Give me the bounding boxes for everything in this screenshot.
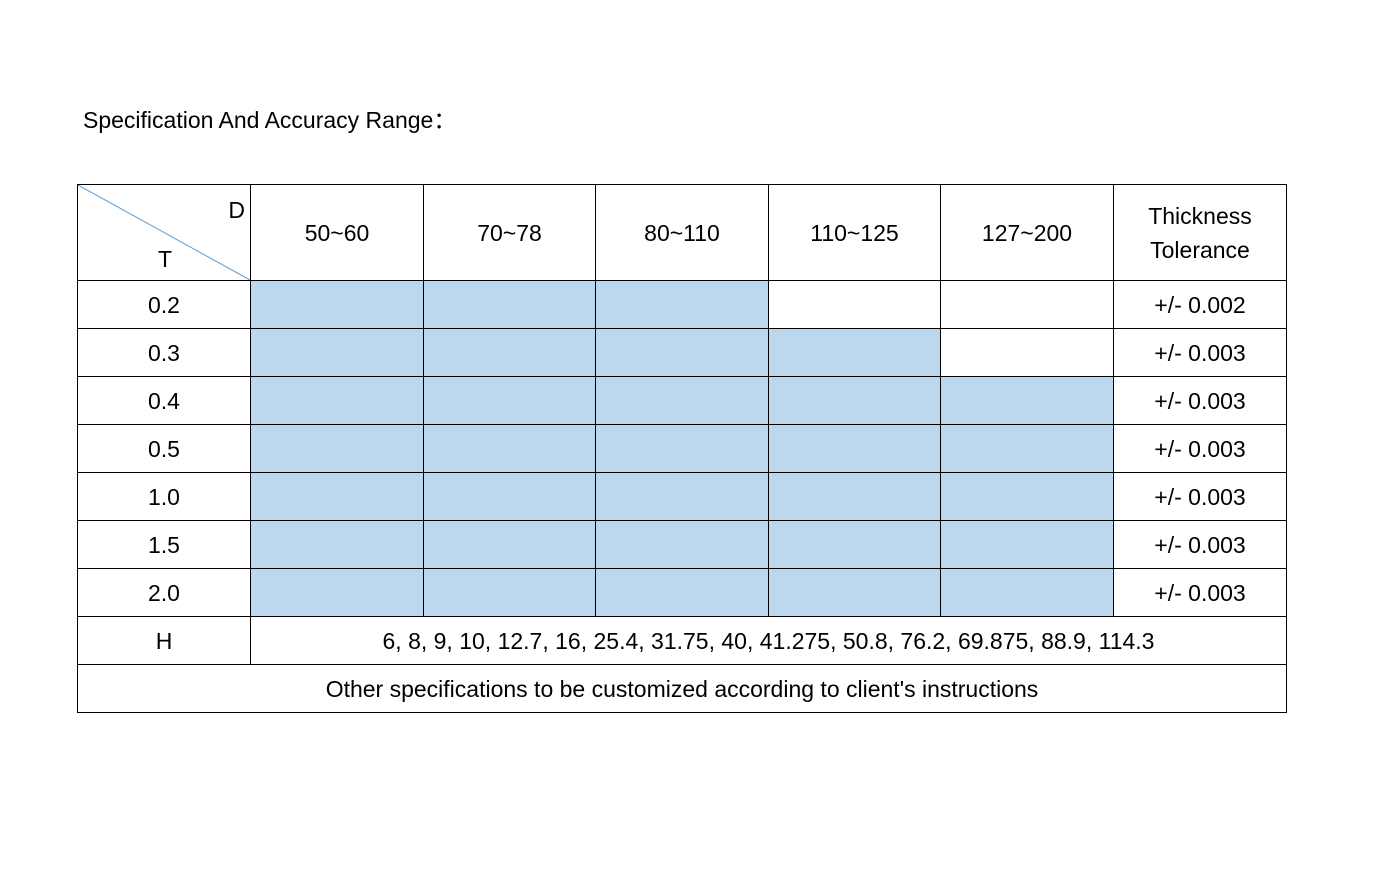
available-cell bbox=[423, 472, 596, 521]
diameter-header: 50~60 bbox=[250, 184, 424, 281]
spec-table: D T 50~60 70~78 80~110 110~125 127~200 T… bbox=[77, 184, 1287, 713]
tolerance-header: Thickness Tolerance bbox=[1113, 184, 1287, 281]
corner-label-t: T bbox=[158, 246, 173, 272]
thickness-row: 0.3 +/- 0.003 bbox=[77, 328, 1287, 377]
available-cell bbox=[595, 376, 769, 425]
thickness-row: 1.0 +/- 0.003 bbox=[77, 472, 1287, 521]
available-cell bbox=[595, 520, 769, 569]
diameter-header: 127~200 bbox=[940, 184, 1114, 281]
tolerance-cell: +/- 0.002 bbox=[1113, 280, 1287, 329]
thickness-row: 2.0 +/- 0.003 bbox=[77, 568, 1287, 617]
tolerance-header-line1: Thickness bbox=[1148, 202, 1252, 229]
thickness-cell: 1.5 bbox=[77, 520, 251, 569]
tolerance-cell: +/- 0.003 bbox=[1113, 472, 1287, 521]
available-cell bbox=[250, 280, 424, 329]
tolerance-cell: +/- 0.003 bbox=[1113, 328, 1287, 377]
available-cell bbox=[940, 424, 1114, 473]
thickness-row: 0.5 +/- 0.003 bbox=[77, 424, 1287, 473]
available-cell bbox=[595, 472, 769, 521]
thickness-row: 0.2 +/- 0.002 bbox=[77, 280, 1287, 329]
thickness-cell: 2.0 bbox=[77, 568, 251, 617]
diameter-header: 70~78 bbox=[423, 184, 596, 281]
header-row: D T 50~60 70~78 80~110 110~125 127~200 T… bbox=[77, 184, 1287, 281]
unavailable-cell bbox=[940, 280, 1114, 329]
h-row: H 6, 8, 9, 10, 12.7, 16, 25.4, 31.75, 40,… bbox=[77, 616, 1287, 665]
available-cell bbox=[250, 424, 424, 473]
available-cell bbox=[423, 376, 596, 425]
available-cell bbox=[940, 472, 1114, 521]
available-cell bbox=[768, 424, 941, 473]
available-cell bbox=[423, 328, 596, 377]
thickness-row: 0.4 +/- 0.003 bbox=[77, 376, 1287, 425]
available-cell bbox=[768, 376, 941, 425]
available-cell bbox=[768, 328, 941, 377]
available-cell bbox=[940, 376, 1114, 425]
available-cell bbox=[250, 568, 424, 617]
diagonal-line bbox=[78, 185, 250, 280]
diagonal-divider bbox=[78, 185, 250, 280]
thickness-cell: 0.5 bbox=[77, 424, 251, 473]
thickness-row: 1.5 +/- 0.003 bbox=[77, 520, 1287, 569]
available-cell bbox=[423, 280, 596, 329]
unavailable-cell bbox=[768, 280, 941, 329]
tolerance-header-line2: Tolerance bbox=[1150, 236, 1250, 263]
available-cell bbox=[595, 328, 769, 377]
available-cell bbox=[423, 520, 596, 569]
available-cell bbox=[940, 520, 1114, 569]
available-cell bbox=[423, 424, 596, 473]
available-cell bbox=[595, 280, 769, 329]
tolerance-cell: +/- 0.003 bbox=[1113, 520, 1287, 569]
available-cell bbox=[768, 568, 941, 617]
diameter-header: 110~125 bbox=[768, 184, 941, 281]
diameter-header: 80~110 bbox=[595, 184, 769, 281]
available-cell bbox=[423, 568, 596, 617]
tolerance-cell: +/- 0.003 bbox=[1113, 424, 1287, 473]
thickness-cell: 1.0 bbox=[77, 472, 251, 521]
available-cell bbox=[768, 520, 941, 569]
h-label-cell: H bbox=[77, 616, 251, 665]
available-cell bbox=[595, 424, 769, 473]
tolerance-cell: +/- 0.003 bbox=[1113, 568, 1287, 617]
footer-row: Other specifications to be customized ac… bbox=[77, 664, 1287, 713]
available-cell bbox=[768, 472, 941, 521]
tolerance-cell: +/- 0.003 bbox=[1113, 376, 1287, 425]
available-cell bbox=[250, 472, 424, 521]
available-cell bbox=[595, 568, 769, 617]
unavailable-cell bbox=[940, 328, 1114, 377]
h-values-cell: 6, 8, 9, 10, 12.7, 16, 25.4, 31.75, 40, … bbox=[250, 616, 1287, 665]
corner-header-cell: D T bbox=[77, 184, 251, 281]
thickness-cell: 0.3 bbox=[77, 328, 251, 377]
available-cell bbox=[250, 376, 424, 425]
available-cell bbox=[250, 520, 424, 569]
corner-label-d: D bbox=[228, 197, 245, 223]
tolerance-header-text: Thickness Tolerance bbox=[1148, 199, 1252, 267]
available-cell bbox=[250, 328, 424, 377]
page-title: Specification And Accuracy Range： bbox=[83, 107, 457, 133]
thickness-cell: 0.4 bbox=[77, 376, 251, 425]
thickness-cell: 0.2 bbox=[77, 280, 251, 329]
available-cell bbox=[940, 568, 1114, 617]
footer-note-cell: Other specifications to be customized ac… bbox=[77, 664, 1287, 713]
